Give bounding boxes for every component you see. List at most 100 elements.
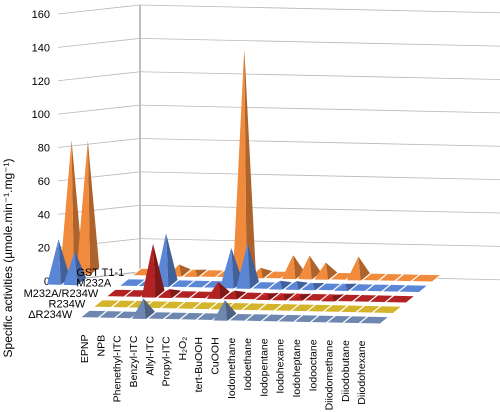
- pyramid-mark: [314, 262, 338, 280]
- pyramid-face-front: [219, 248, 234, 289]
- pyramid-mark: [63, 251, 87, 286]
- category-label: CuOOH: [210, 337, 222, 374]
- pyramid-face-right: [87, 140, 100, 275]
- pyramid-mark: [219, 248, 243, 289]
- floor-divider: [201, 280, 212, 289]
- pyramid-mark: [184, 269, 207, 278]
- pyramid-mark: [334, 283, 357, 292]
- pyramid-marks: [47, 48, 370, 321]
- pyramid-mark: [298, 255, 321, 280]
- category-label: tert-BuOOH: [193, 337, 205, 392]
- pyramid-face-right: [358, 256, 370, 281]
- pyramid-face-left: [288, 293, 300, 301]
- floor-divider: [381, 283, 392, 293]
- floor-divider: [361, 272, 372, 282]
- floor-divider: [325, 315, 336, 324]
- floor-divider: [351, 294, 362, 303]
- floor-divider: [156, 289, 167, 299]
- category-label: Phenethyl-ITC: [112, 335, 124, 403]
- category-label: Iodoethane: [242, 338, 254, 391]
- pyramid-face-right: [74, 251, 87, 286]
- floor-divider: [332, 282, 343, 292]
- pyramid-face-front: [255, 294, 270, 301]
- floor-divider: [185, 279, 196, 289]
- pyramid-face-front: [60, 140, 74, 275]
- floor-divider: [192, 301, 203, 310]
- pyramid-face-left: [321, 293, 333, 302]
- pyramid-face-right: [218, 281, 230, 300]
- gridline-side: [57, 138, 141, 148]
- y-tick-label: 60: [38, 176, 50, 188]
- floor-divider: [355, 304, 366, 314]
- pyramid-mark: [268, 280, 292, 290]
- pyramid-mark: [255, 292, 279, 301]
- pyramid-face-front: [184, 269, 198, 278]
- y-tick-label: 80: [38, 143, 50, 155]
- floor-divider: [329, 272, 339, 281]
- pyramid-face-right: [153, 243, 165, 298]
- floor-divider: [127, 300, 137, 309]
- floor-divider: [195, 312, 206, 321]
- floor-divider: [306, 303, 317, 313]
- floor-divider: [335, 293, 346, 303]
- floor-divider: [277, 314, 287, 323]
- pyramid-mark: [301, 282, 325, 291]
- pyramid-face-right: [299, 293, 312, 301]
- gridlines: [57, 4, 500, 282]
- floor-divider: [290, 303, 300, 312]
- pyramid-face-left: [184, 269, 196, 277]
- y-tick-label: 120: [32, 76, 50, 88]
- pyramid-face-front: [223, 290, 237, 300]
- pyramid-mark: [213, 300, 237, 321]
- pyramid-face-right: [58, 239, 70, 285]
- pyramid-face-front: [141, 243, 156, 298]
- pyramid-mark: [321, 293, 344, 302]
- pyramid-face-front: [285, 281, 299, 290]
- pyramid-mark: [272, 292, 295, 301]
- category-label: Diiodomethane: [324, 340, 336, 411]
- category-label: Iodoheptane: [291, 339, 303, 398]
- pyramid-face-front: [268, 280, 283, 290]
- pyramid-face-right: [283, 293, 295, 301]
- gridline-side: [57, 104, 141, 115]
- y-tick-label: 0: [44, 276, 50, 288]
- floor-divider: [309, 314, 320, 324]
- pyramid-face-left: [334, 283, 346, 291]
- pyramid-face-right: [309, 255, 321, 280]
- pyramid-face-right: [195, 269, 207, 278]
- pyramid-face-front: [314, 262, 329, 280]
- category-label: H₂O₂: [177, 337, 189, 361]
- y-tick-labels: 0 20 40 60 80 100 120 140 160: [32, 9, 50, 288]
- pyramid-face-right: [234, 290, 247, 300]
- pyramid-face-right: [260, 267, 273, 279]
- category-label: Diiodobutane: [340, 340, 352, 402]
- floor-divider: [159, 300, 170, 310]
- pyramid-face-front: [334, 283, 348, 292]
- floor-divider: [257, 302, 268, 312]
- floor-divider: [410, 273, 421, 283]
- floor-divider: [188, 290, 199, 299]
- floor-divider: [123, 289, 134, 298]
- gridline-side: [57, 37, 141, 48]
- category-label: Iodomethane: [226, 338, 238, 399]
- category-label: EPNP: [79, 335, 91, 364]
- pyramid-face-right: [244, 48, 256, 279]
- floor-divider: [244, 313, 255, 322]
- pyramid-face-right: [267, 292, 279, 301]
- y-tick-label: 40: [38, 209, 50, 221]
- pyramid-face-front: [132, 298, 146, 320]
- gridline-back: [139, 71, 500, 80]
- pyramid-face-front: [298, 255, 312, 280]
- pyramid-face-front: [236, 243, 250, 289]
- floor-divider: [358, 315, 369, 325]
- pyramid-face-right: [224, 300, 237, 321]
- pyramid-mark: [76, 140, 100, 275]
- floor-divider: [397, 284, 408, 293]
- floor-divider: [228, 312, 238, 322]
- floor-divider: [371, 305, 382, 314]
- floor-divider: [384, 294, 395, 304]
- floor-divider: [293, 314, 304, 323]
- floor-divider: [273, 303, 284, 312]
- floor-divider: [136, 278, 147, 287]
